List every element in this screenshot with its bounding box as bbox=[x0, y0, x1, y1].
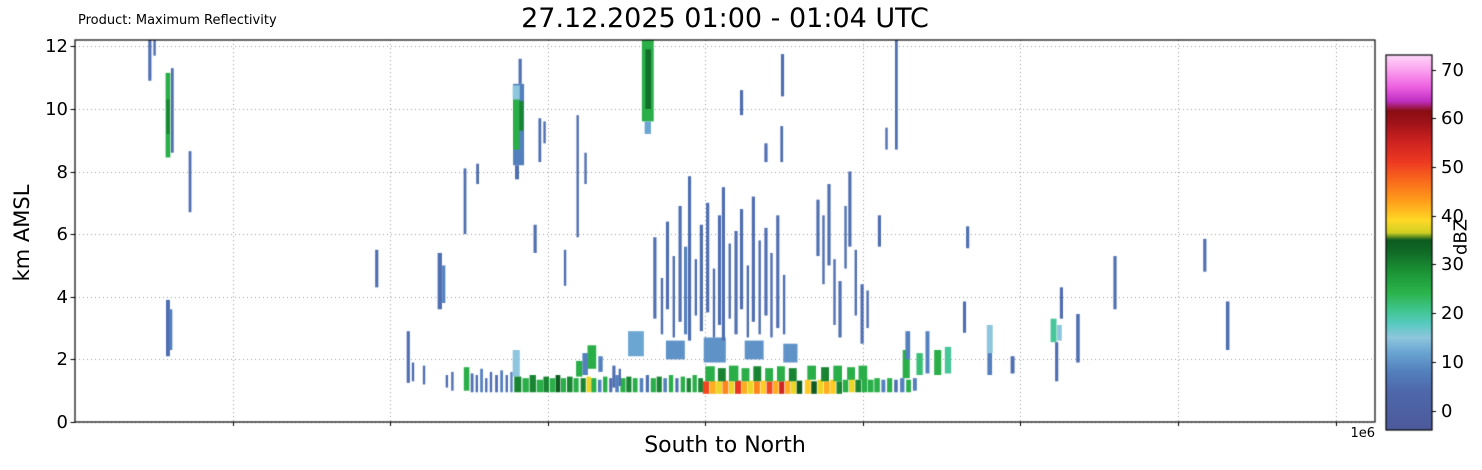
x-axis-label: South to North bbox=[644, 433, 806, 458]
colorbar-label: dBZ bbox=[1450, 218, 1472, 256]
y-tick-label: 12 bbox=[45, 35, 68, 57]
x-axis-offset-label: 1e6 bbox=[1350, 426, 1375, 441]
y-tick-label: 4 bbox=[56, 286, 68, 308]
colorbar-tick-label: 30 bbox=[1441, 253, 1464, 275]
y-tick-label: 8 bbox=[56, 161, 68, 183]
y-tick-label: 6 bbox=[56, 223, 68, 245]
colorbar-tick-label: 70 bbox=[1441, 59, 1464, 81]
colorbar-tick-label: 50 bbox=[1441, 156, 1464, 178]
chart-title: 27.12.2025 01:00 - 01:04 UTC bbox=[521, 3, 929, 34]
colorbar-tick-label: 10 bbox=[1441, 351, 1464, 373]
product-label: Product: Maximum Reflectivity bbox=[78, 13, 277, 28]
y-tick-label: 2 bbox=[56, 348, 68, 370]
colorbar-tick-label: 0 bbox=[1441, 400, 1453, 422]
y-axis-label: km AMSL bbox=[10, 184, 34, 282]
y-tick-label: 0 bbox=[56, 411, 68, 433]
colorbar-tick-label: 40 bbox=[1441, 205, 1464, 227]
colorbar-tick-label: 60 bbox=[1441, 107, 1464, 129]
colorbar-tick-label: 20 bbox=[1441, 302, 1464, 324]
y-tick-label: 10 bbox=[45, 98, 68, 120]
